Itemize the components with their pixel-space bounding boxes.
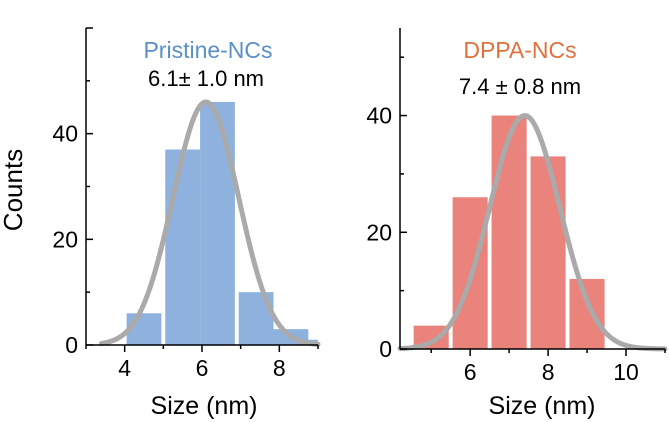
histogram-bar-4 (569, 278, 605, 349)
panel-pristine-ncs: 0 20 40 4 6 8 Pristine-NCs 6.1± 1.0 nm Size (nm) (52, 27, 321, 420)
x-tick-label: 6 (464, 359, 477, 385)
chart-title: DPPA-NCs (463, 37, 576, 63)
y-tick-label: 20 (366, 219, 392, 245)
x-tick-label: 4 (118, 355, 131, 381)
y-tick-label: 20 (52, 226, 78, 252)
y-tick-label: 0 (65, 332, 78, 358)
histogram-bar-1 (165, 149, 201, 345)
x-axis-label: Size (nm) (151, 392, 258, 420)
size-annotation: 6.1± 1.0 nm (148, 66, 264, 91)
histogram-bar-2 (200, 101, 235, 345)
y-tick-label: 0 (379, 336, 392, 362)
x-tick-label: 8 (542, 359, 555, 385)
histogram-bar-3 (530, 156, 566, 349)
size-annotation: 7.4 ± 0.8 nm (459, 74, 581, 99)
y-axis-label: Counts (0, 149, 28, 231)
chart-title: Pristine-NCs (143, 37, 272, 63)
gaussian-fit-curve (98, 99, 321, 347)
x-tick-label: 8 (273, 355, 286, 381)
panel-dppa-ncs: 0 20 40 6 8 10 DPPA-NCs 7.4 ± 0.8 nm Size (nm) (366, 28, 668, 420)
gaussian-fit-curve (397, 113, 668, 352)
x-tick-label: 10 (613, 359, 639, 385)
x-tick-label: 6 (196, 355, 209, 381)
histogram-bar-2 (491, 115, 527, 349)
x-axis-label: Size (nm) (489, 392, 596, 420)
y-tick-label: 40 (366, 103, 392, 129)
y-tick-label: 40 (52, 121, 78, 147)
histogram-bar-0 (126, 313, 162, 345)
